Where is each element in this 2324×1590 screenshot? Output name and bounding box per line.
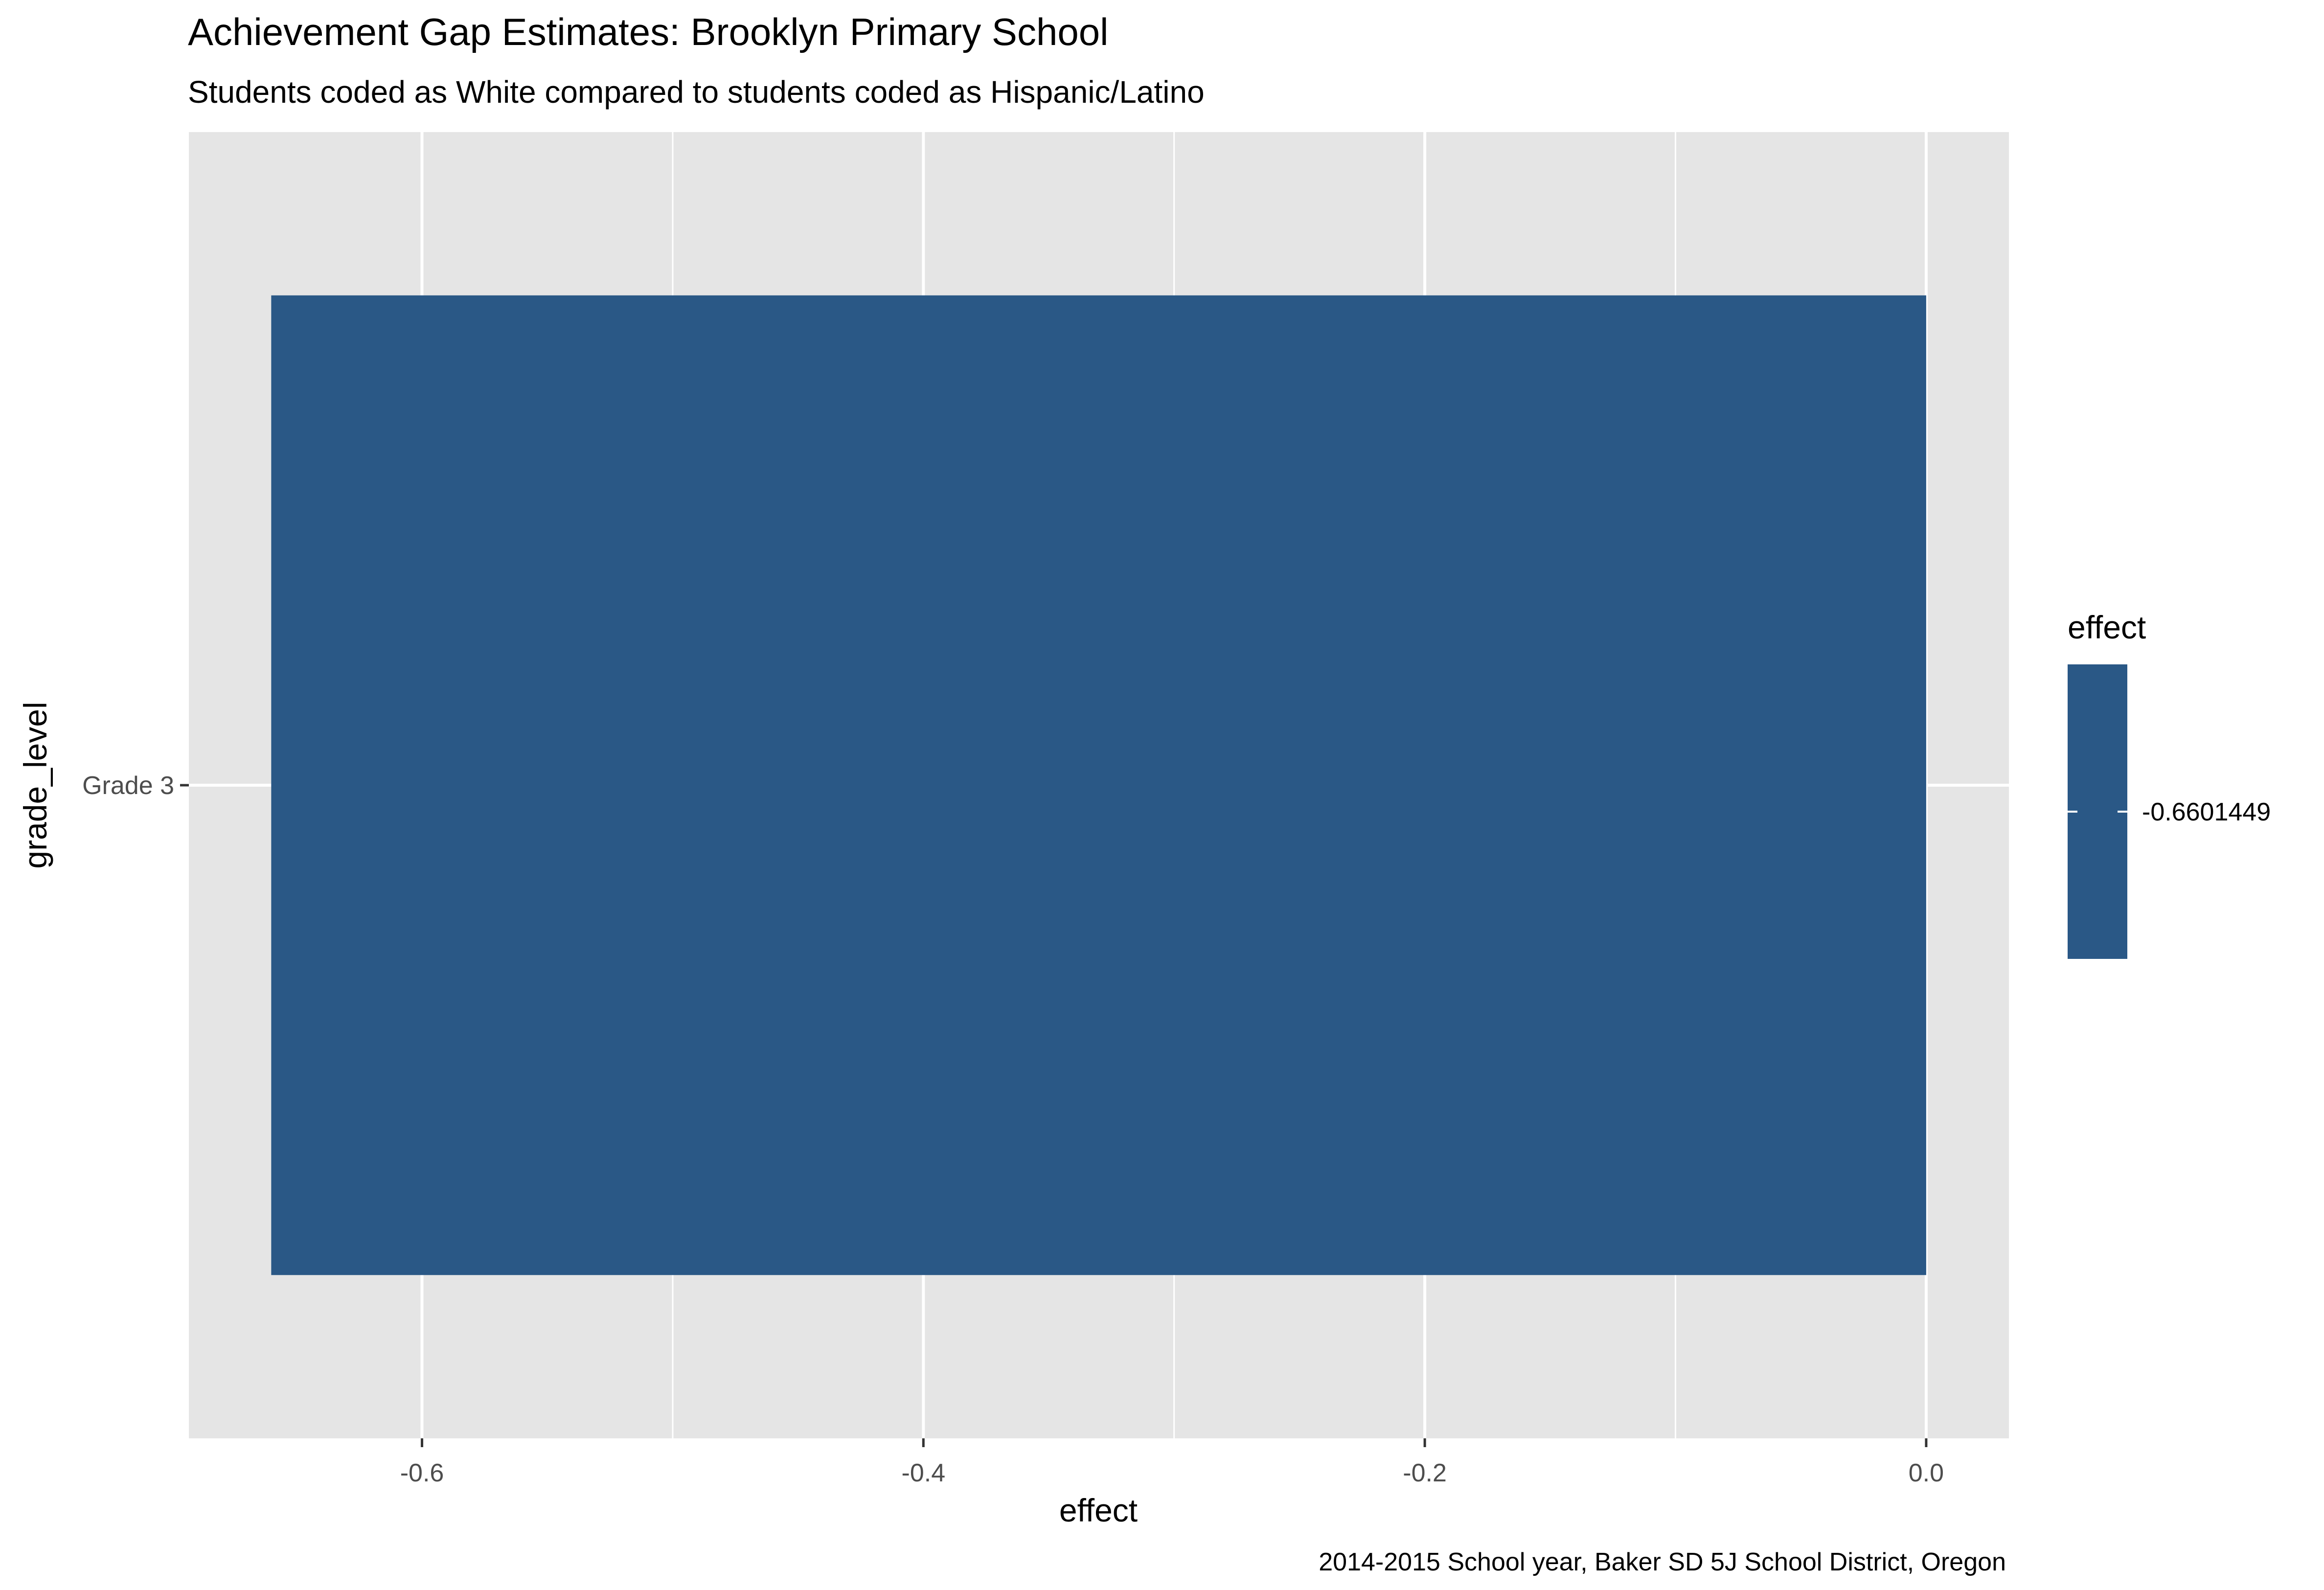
x-tick-label: -0.6 [400, 1459, 444, 1487]
bars [271, 295, 1926, 1275]
legend-colorbar [2068, 664, 2127, 959]
x-tick-label: -0.4 [902, 1459, 946, 1487]
x-axis-title: effect [1059, 1492, 1138, 1528]
chart-title: Achievement Gap Estimates: Brooklyn Prim… [188, 10, 1108, 53]
chart-caption: 2014-2015 School year, Baker SD 5J Schoo… [1319, 1548, 2006, 1576]
chart-subtitle: Students coded as White compared to stud… [188, 74, 1205, 110]
y-axis-title: grade_level [17, 702, 53, 868]
x-tick-label: -0.2 [1403, 1459, 1447, 1487]
bar [271, 295, 1926, 1275]
y-axis: Grade 3 [82, 772, 189, 800]
legend-title: effect [2068, 609, 2146, 645]
legend: effect -0.6601449 [2068, 609, 2271, 959]
legend-label: -0.6601449 [2142, 798, 2271, 826]
x-tick-label: 0.0 [1909, 1459, 1944, 1487]
y-tick-label: Grade 3 [82, 772, 174, 800]
x-axis: -0.6 -0.4 -0.2 0.0 [400, 1438, 1944, 1487]
